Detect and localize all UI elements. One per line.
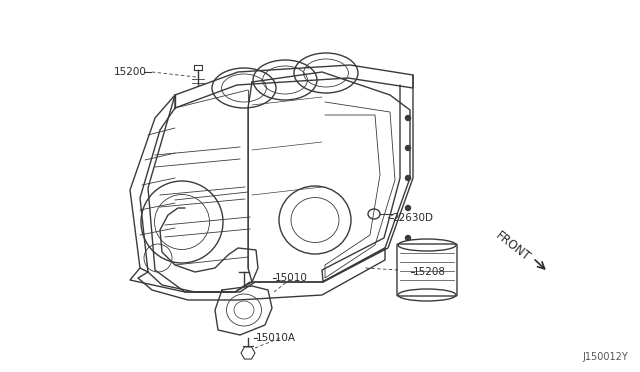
Circle shape bbox=[406, 115, 410, 121]
Text: 15010A: 15010A bbox=[256, 333, 296, 343]
Circle shape bbox=[406, 205, 410, 211]
Text: 15208: 15208 bbox=[413, 267, 446, 277]
Text: 15010: 15010 bbox=[275, 273, 308, 283]
Text: J150012Y: J150012Y bbox=[582, 352, 628, 362]
Text: 22630D: 22630D bbox=[392, 213, 433, 223]
Circle shape bbox=[406, 145, 410, 151]
Circle shape bbox=[406, 176, 410, 180]
Text: FRONT: FRONT bbox=[493, 230, 532, 264]
Circle shape bbox=[406, 235, 410, 241]
Text: 15200: 15200 bbox=[114, 67, 147, 77]
